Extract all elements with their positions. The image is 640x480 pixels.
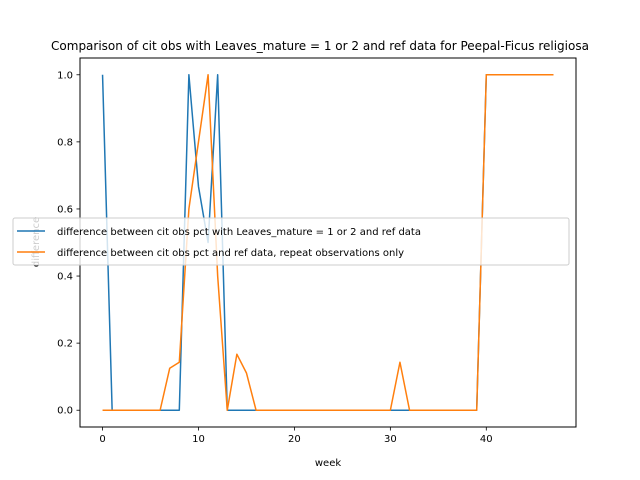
series-line-2 [102, 74, 554, 411]
y-tick-label: 0.0 [57, 406, 73, 417]
x-axis: 0 10 20 30 40 [99, 427, 493, 445]
legend-label-series-2: difference between cit obs pct and ref d… [57, 248, 404, 259]
y-axis: 0.0 0.2 0.4 0.6 0.8 1.0 [57, 70, 80, 417]
y-tick-label: 0.4 [57, 272, 73, 283]
legend: difference between cit obs pct with Leav… [12, 217, 570, 266]
x-tick-label: 10 [192, 434, 205, 445]
chart-title: Comparison of cit obs with Leaves_mature… [51, 39, 589, 53]
y-tick-label: 0.2 [57, 339, 73, 350]
x-axis-label: week [315, 458, 341, 469]
y-tick-label: 1.0 [57, 70, 73, 81]
plot-lines [101, 74, 554, 411]
x-tick-label: 20 [288, 434, 301, 445]
x-tick-label: 30 [384, 434, 397, 445]
y-tick-label: 0.8 [57, 137, 73, 148]
x-tick-label: 0 [99, 434, 105, 445]
legend-label-series-1: difference between cit obs pct with Leav… [57, 227, 421, 238]
legend-frame [12, 217, 570, 266]
y-tick-label: 0.6 [57, 204, 73, 215]
x-tick-label: 40 [480, 434, 493, 445]
